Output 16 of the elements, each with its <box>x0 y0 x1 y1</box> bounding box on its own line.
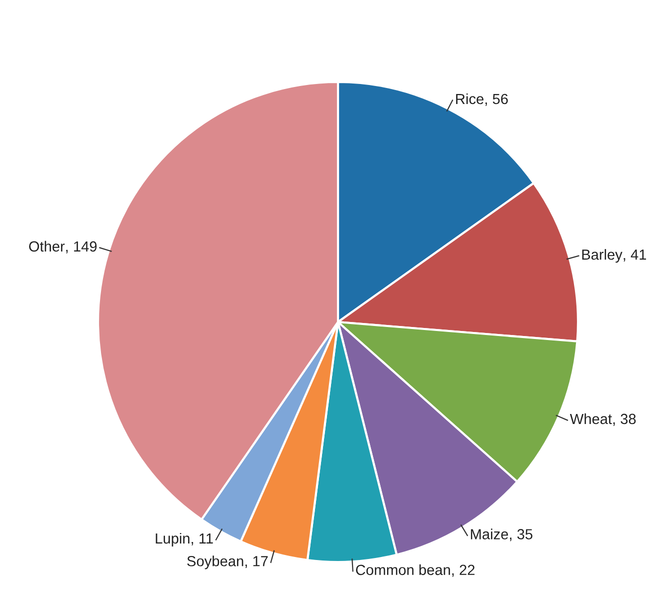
data-label: , 56 <box>485 94 508 106</box>
data-label: , 149 <box>66 241 97 254</box>
slice-label: Common bean <box>356 564 450 576</box>
data-label: , 11 <box>192 533 213 546</box>
data-label: , 17 <box>245 556 268 568</box>
data-label: , 22 <box>452 564 475 577</box>
slice-label: Wheat <box>570 413 612 424</box>
data-label: , 38 <box>613 414 636 426</box>
slice-label: Rice <box>456 93 484 104</box>
slice-label: Other <box>29 240 65 252</box>
data-label: , 35 <box>510 529 532 542</box>
slice-label: Lupin <box>156 532 190 547</box>
slice-label: Maize <box>470 528 508 540</box>
slice-label: Soybean <box>187 556 244 570</box>
data-label: , 41 <box>624 250 646 262</box>
slice-label: Barley <box>582 249 622 263</box>
